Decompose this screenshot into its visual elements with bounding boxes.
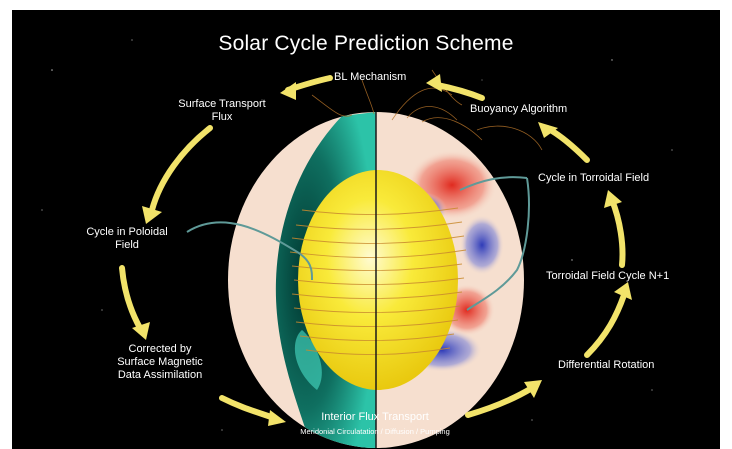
label-interior-flux-sub: Meridonial Circulatation / Diffusion / P… [300, 427, 450, 436]
sun-cutaway [228, 69, 543, 448]
diagram-canvas: Solar Cycle Prediction Scheme BL Mechani… [12, 10, 720, 449]
diagram-title: Solar Cycle Prediction Scheme [218, 32, 514, 55]
label-corrected-line1: Corrected by [128, 343, 192, 355]
arrow-heads [132, 74, 632, 426]
label-cycle-poloidal: Cycle in Poloidal Field [72, 226, 182, 252]
label-cycle-torroidal: Cycle in Torroidal Field [538, 172, 650, 184]
label-bl-mechanism: BL Mechanism [334, 71, 407, 83]
label-corrected-by: Corrected by Surface Magnetic Data Assim… [100, 343, 220, 382]
label-corrected-line2: Surface Magnetic [117, 356, 203, 368]
label-surface-transport-line2: Flux [211, 111, 233, 123]
label-torroidal-n1: Torroidal Field Cycle N+1 [546, 270, 670, 282]
label-differential-rotation: Differential Rotation [558, 359, 655, 371]
label-corrected-line3: Data Assimilation [117, 369, 203, 381]
connector-lines [186, 176, 530, 311]
starfield [41, 39, 673, 431]
label-cycle-poloidal-line1: Cycle in Poloidal [86, 226, 168, 238]
label-buoyancy-algorithm: Buoyancy Algorithm [470, 103, 568, 115]
label-surface-transport-line1: Surface Transport [178, 98, 266, 110]
sun-diagram-graphic [41, 39, 673, 448]
label-cycle-poloidal-line2: Field [115, 239, 139, 251]
label-surface-transport: Surface Transport Flux [162, 98, 282, 124]
label-interior-flux: Interior Flux Transport [321, 411, 429, 423]
